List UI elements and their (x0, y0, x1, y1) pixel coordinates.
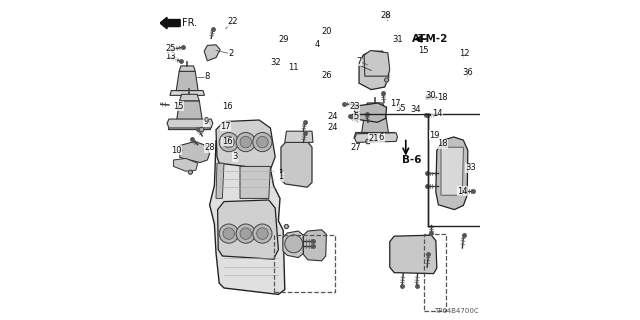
Text: 14: 14 (458, 187, 468, 196)
Text: 7: 7 (356, 57, 362, 66)
Polygon shape (218, 200, 278, 259)
Text: 10: 10 (172, 146, 182, 155)
Text: 29: 29 (278, 35, 289, 44)
Polygon shape (365, 103, 385, 109)
Text: 28: 28 (381, 11, 391, 20)
Text: 5: 5 (354, 112, 359, 121)
Polygon shape (284, 225, 289, 228)
Text: 17: 17 (390, 99, 401, 108)
Polygon shape (216, 120, 275, 170)
Circle shape (257, 136, 268, 148)
Polygon shape (199, 127, 204, 132)
Text: FR.: FR. (182, 18, 197, 28)
Text: 25: 25 (165, 44, 175, 53)
Polygon shape (170, 91, 205, 95)
Polygon shape (355, 103, 387, 122)
Polygon shape (240, 166, 270, 198)
Text: 18: 18 (437, 93, 447, 102)
Text: ATM-2: ATM-2 (412, 34, 448, 44)
Text: 32: 32 (270, 58, 280, 67)
Text: 24: 24 (327, 112, 337, 121)
Text: 31: 31 (392, 35, 403, 44)
Circle shape (223, 228, 235, 239)
Bar (424, 234, 446, 311)
Circle shape (253, 224, 272, 243)
Polygon shape (173, 158, 198, 171)
Text: 28: 28 (204, 143, 215, 152)
Polygon shape (188, 170, 193, 174)
Text: 26: 26 (321, 71, 332, 80)
Text: 16: 16 (222, 102, 232, 111)
Text: 1: 1 (278, 172, 284, 181)
Polygon shape (285, 131, 313, 142)
Circle shape (257, 228, 268, 239)
Polygon shape (365, 139, 371, 144)
Text: 23: 23 (349, 102, 360, 111)
Polygon shape (210, 125, 285, 294)
Circle shape (240, 136, 252, 148)
Text: 33: 33 (466, 164, 476, 172)
Polygon shape (283, 231, 303, 258)
Polygon shape (176, 71, 198, 91)
Text: 13: 13 (166, 52, 176, 61)
Text: 19: 19 (429, 131, 440, 140)
Circle shape (219, 224, 239, 243)
Polygon shape (364, 51, 390, 76)
Polygon shape (384, 78, 388, 82)
Text: 30: 30 (425, 92, 436, 100)
Polygon shape (436, 137, 468, 210)
Text: 6: 6 (379, 133, 384, 142)
Text: 22: 22 (228, 17, 238, 26)
Text: 16: 16 (222, 137, 232, 146)
Polygon shape (359, 51, 388, 90)
Polygon shape (176, 101, 203, 124)
Text: 2: 2 (228, 49, 234, 58)
Polygon shape (441, 147, 463, 195)
Text: 20: 20 (321, 27, 332, 36)
Polygon shape (216, 163, 224, 198)
Circle shape (219, 132, 239, 152)
Polygon shape (168, 124, 211, 130)
Text: 34: 34 (411, 105, 421, 114)
Text: 8: 8 (205, 72, 210, 81)
Bar (274, 235, 335, 292)
Text: 3: 3 (232, 152, 238, 161)
Text: 1: 1 (278, 169, 284, 178)
Polygon shape (167, 119, 212, 128)
Circle shape (285, 235, 303, 253)
Circle shape (223, 136, 235, 148)
Text: 15: 15 (173, 102, 184, 111)
Text: 27: 27 (351, 143, 361, 152)
Polygon shape (303, 230, 326, 261)
Text: 21: 21 (369, 134, 379, 143)
Text: 11: 11 (289, 63, 299, 72)
Polygon shape (385, 13, 390, 17)
Text: B-6: B-6 (402, 155, 421, 165)
Text: 15: 15 (418, 46, 428, 55)
Circle shape (236, 224, 255, 243)
Circle shape (236, 132, 255, 152)
Text: TP64B4700C: TP64B4700C (434, 308, 479, 314)
Polygon shape (180, 141, 210, 163)
Polygon shape (281, 141, 312, 187)
Polygon shape (354, 132, 396, 138)
Polygon shape (179, 66, 195, 71)
Text: 12: 12 (460, 49, 470, 58)
Text: 14: 14 (432, 109, 442, 118)
Polygon shape (390, 235, 437, 274)
Polygon shape (355, 133, 397, 142)
Circle shape (240, 228, 252, 239)
FancyArrow shape (160, 17, 180, 29)
Text: 18: 18 (437, 140, 447, 148)
Polygon shape (362, 109, 388, 132)
Text: 35: 35 (396, 104, 406, 113)
Text: 4: 4 (314, 40, 319, 49)
Text: 24: 24 (327, 123, 337, 132)
Polygon shape (180, 94, 199, 101)
Text: 36: 36 (463, 68, 473, 77)
Circle shape (253, 132, 272, 152)
Text: 9: 9 (204, 117, 209, 126)
Text: 17: 17 (220, 122, 231, 131)
Polygon shape (204, 45, 220, 61)
